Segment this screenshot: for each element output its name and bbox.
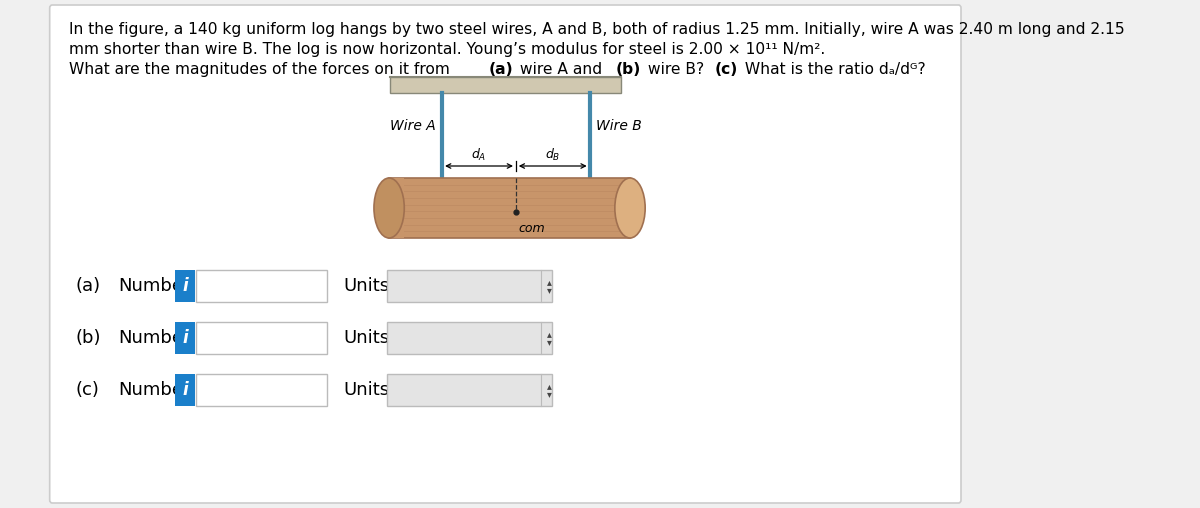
Text: (a): (a)	[76, 277, 101, 295]
Text: mm shorter than wire B. The log is now horizontal. Young’s modulus for steel is : mm shorter than wire B. The log is now h…	[70, 42, 826, 57]
Text: In the figure, a 140 kg uniform log hangs by two steel wires, A and B, both of r: In the figure, a 140 kg uniform log hang…	[70, 22, 1124, 37]
Text: Units: Units	[343, 381, 390, 399]
Bar	[388, 374, 552, 406]
Bar	[197, 322, 326, 354]
Text: $d_A$: $d_A$	[472, 147, 487, 163]
Text: Number: Number	[118, 381, 191, 399]
Bar	[197, 270, 326, 302]
Bar	[389, 178, 404, 238]
Text: com: com	[518, 221, 545, 235]
Bar	[388, 270, 552, 302]
Text: Units: Units	[343, 329, 390, 347]
Text: ▾: ▾	[547, 389, 552, 399]
Ellipse shape	[614, 178, 646, 238]
Text: wire A and: wire A and	[515, 62, 607, 77]
Text: ▴: ▴	[547, 329, 552, 339]
Text: Wire A: Wire A	[390, 118, 436, 133]
Bar	[175, 374, 196, 406]
Text: ▾: ▾	[547, 337, 552, 347]
Text: What are the magnitudes of the forces on it from: What are the magnitudes of the forces on…	[70, 62, 455, 77]
Text: (a): (a)	[488, 62, 514, 77]
Text: Units: Units	[343, 277, 390, 295]
Text: (b): (b)	[616, 62, 641, 77]
Text: Wire B: Wire B	[596, 118, 642, 133]
Text: Number: Number	[118, 329, 191, 347]
Bar	[175, 270, 196, 302]
Bar	[389, 178, 630, 238]
Bar	[390, 77, 622, 93]
Ellipse shape	[374, 178, 404, 238]
Bar	[175, 322, 196, 354]
Text: wire B?: wire B?	[643, 62, 709, 77]
Text: ▾: ▾	[547, 285, 552, 295]
Text: (b): (b)	[76, 329, 101, 347]
Text: i: i	[182, 277, 188, 295]
Text: (c): (c)	[715, 62, 738, 77]
Text: i: i	[182, 381, 188, 399]
Text: $d_B$: $d_B$	[545, 147, 560, 163]
Text: (c): (c)	[76, 381, 100, 399]
Text: ▴: ▴	[547, 277, 552, 287]
Text: ▴: ▴	[547, 381, 552, 391]
Text: i: i	[182, 329, 188, 347]
Bar	[388, 322, 552, 354]
Text: What is the ratio dₐ/dᴳ?: What is the ratio dₐ/dᴳ?	[740, 62, 925, 77]
FancyBboxPatch shape	[49, 5, 961, 503]
Text: Number: Number	[118, 277, 191, 295]
Bar	[197, 374, 326, 406]
